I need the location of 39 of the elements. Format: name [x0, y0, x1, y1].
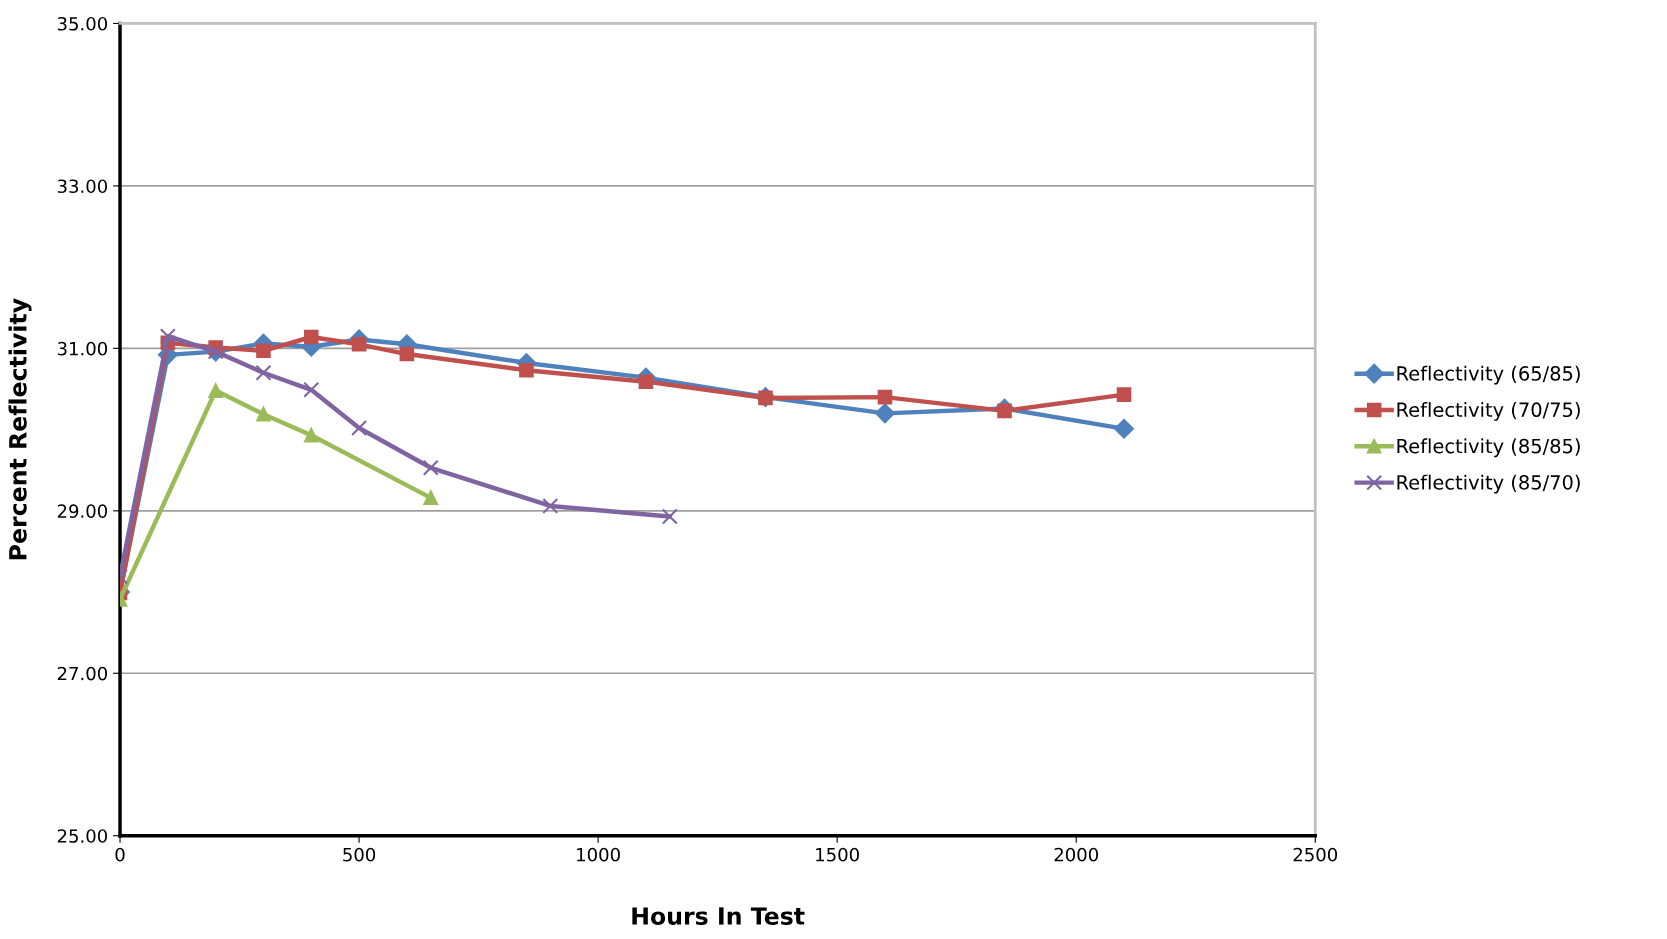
legend-label: Reflectivity (65/85): [1397, 365, 1580, 385]
point: [1116, 387, 1132, 402]
point: [542, 497, 559, 514]
point: [351, 419, 368, 436]
x-axis-title: Hours In Test: [632, 907, 805, 925]
point: [351, 337, 367, 352]
legend-label: Reflectivity (70/75): [1397, 402, 1580, 421]
point: [877, 389, 893, 405]
x-tick-label: 500: [343, 847, 376, 862]
y-tick-label: 27.00: [57, 666, 108, 681]
point: [519, 363, 534, 378]
point: [1114, 418, 1134, 439]
legend-label: Reflectivity (85/70): [1397, 474, 1580, 494]
point: [256, 406, 271, 422]
y-tick-label: 29.00: [57, 504, 108, 518]
point: [159, 328, 176, 345]
legend-label: Reflectivity (85/85): [1397, 438, 1580, 458]
x-tick-label: 0: [115, 847, 125, 862]
y-tick-label: 25.00: [57, 829, 108, 843]
point: [638, 374, 654, 389]
point: [303, 427, 319, 443]
x-tick-label: 2500: [1293, 847, 1338, 862]
x-tick-label: 2000: [1054, 847, 1098, 862]
point: [422, 459, 439, 476]
point: [303, 329, 319, 345]
point: [256, 343, 271, 359]
x-tick-label: 1000: [577, 847, 620, 862]
y-tick-label: 33.00: [57, 179, 108, 194]
point: [303, 381, 320, 398]
point: [875, 403, 895, 424]
y-axis-title: Percent Reflectivity: [8, 298, 32, 560]
point: [399, 346, 415, 362]
x-tick-label: 1500: [816, 847, 859, 862]
point: [208, 383, 223, 398]
y-tick-label: 31.00: [57, 341, 108, 356]
point: [423, 490, 439, 506]
point: [255, 364, 272, 381]
y-tick-label: 35.00: [57, 16, 108, 31]
point: [661, 508, 678, 525]
